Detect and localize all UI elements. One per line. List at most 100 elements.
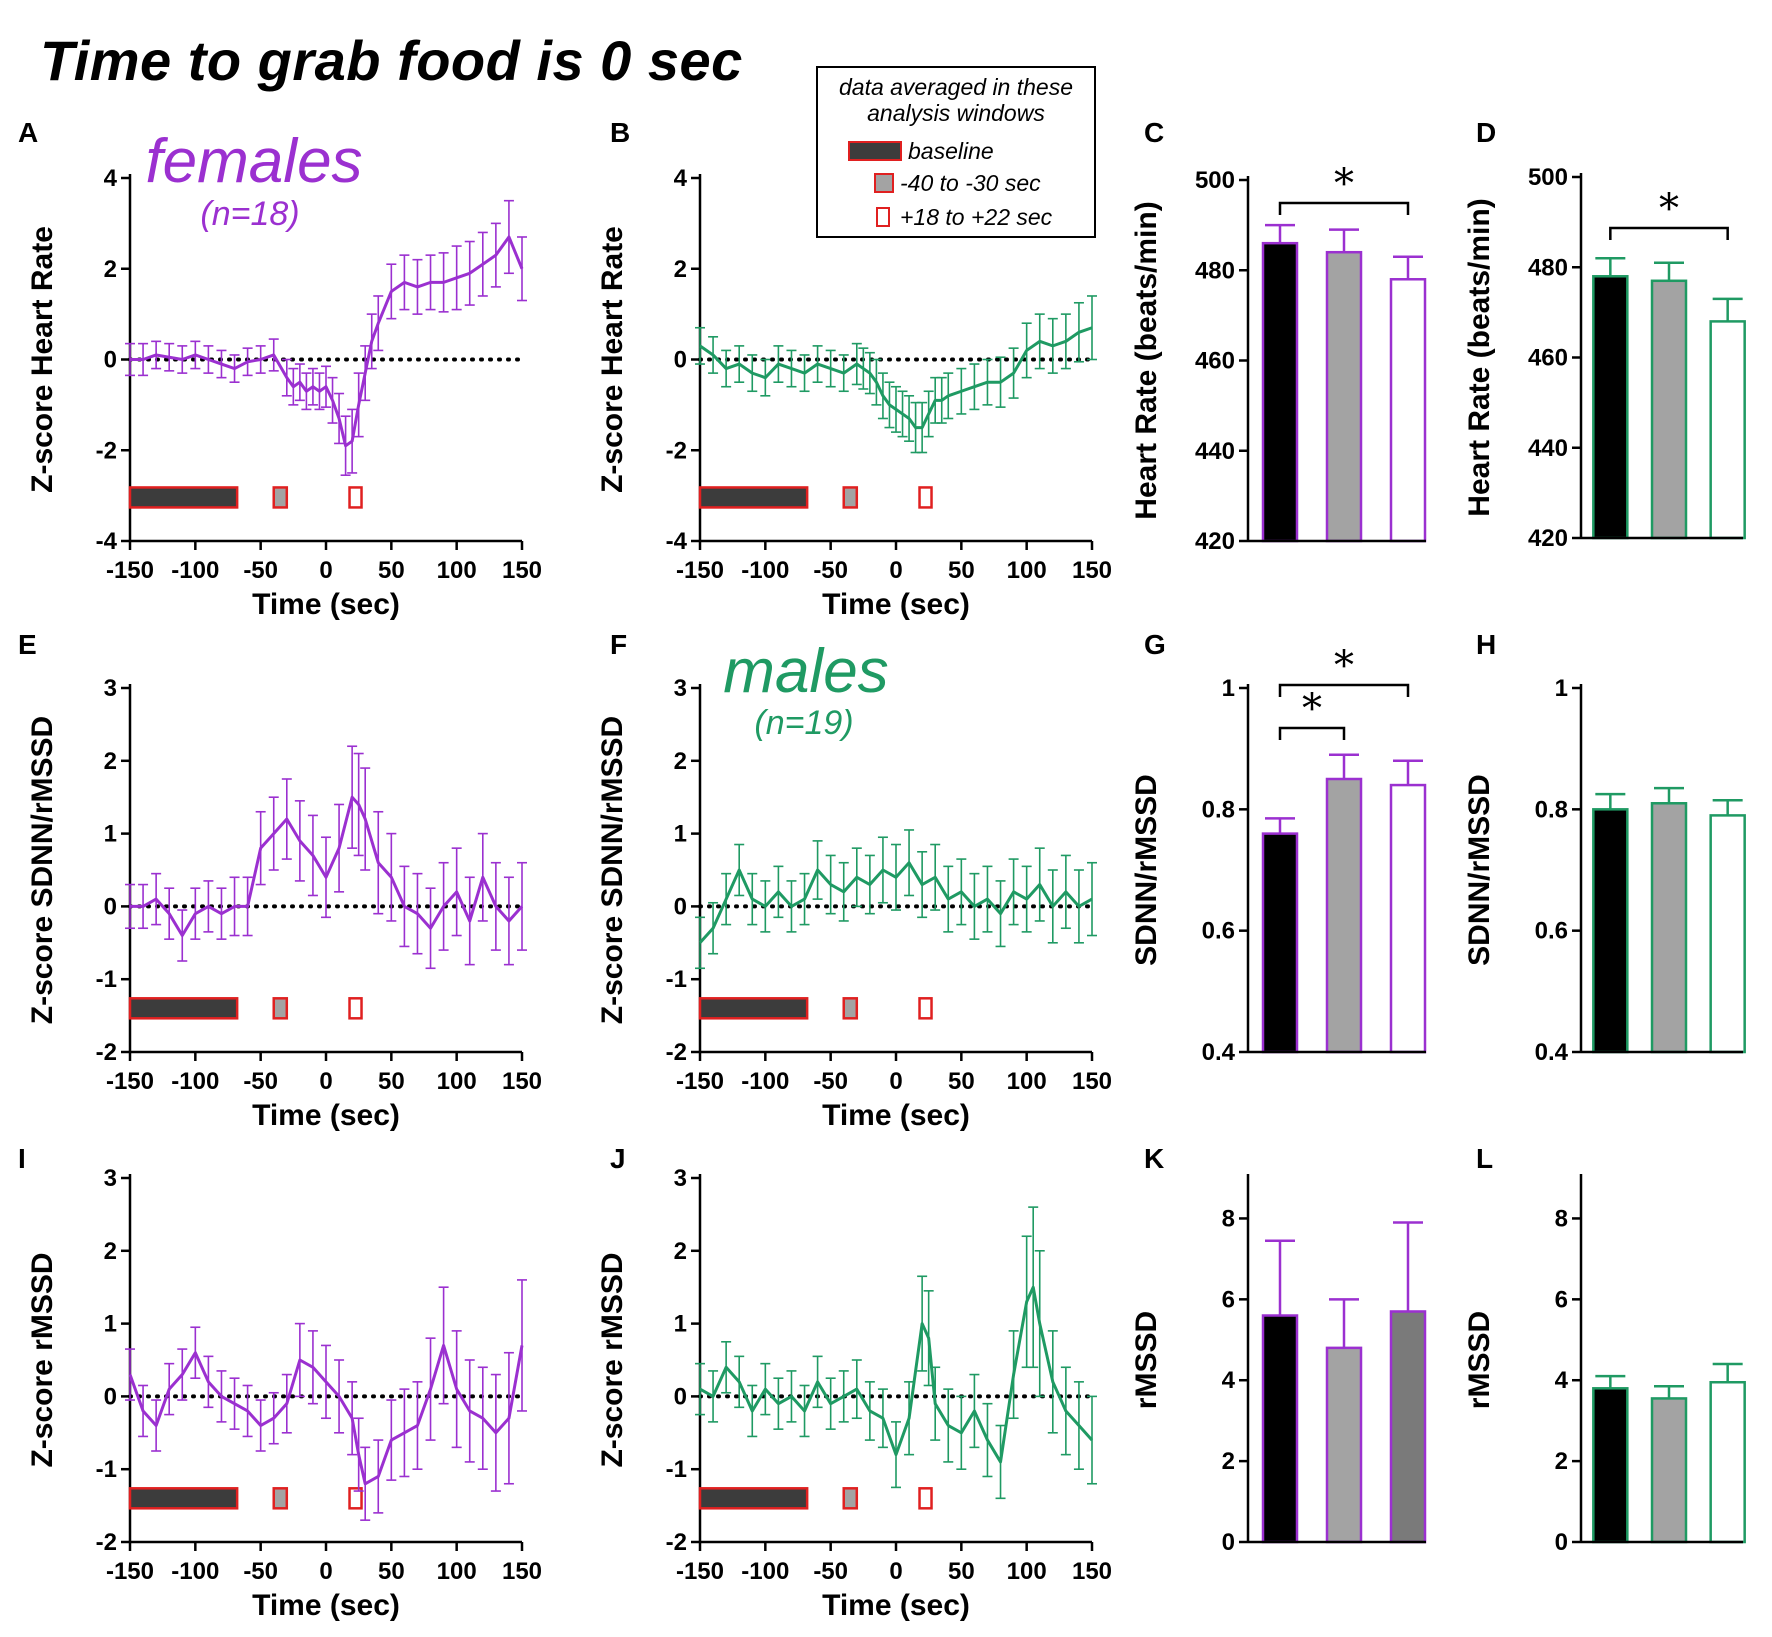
x-tick-label-i: 100 — [437, 1558, 477, 1585]
x-axis-label-b: Time (sec) — [822, 588, 970, 621]
analysis-window-baseline-b — [698, 486, 809, 509]
x-tick-label-e: 0 — [319, 1068, 332, 1095]
y-tick-label-c: 500 — [1195, 167, 1235, 194]
x-tick-label-b: -150 — [676, 557, 724, 584]
y-tick-label-c: 420 — [1195, 528, 1235, 555]
panel-label-d: D — [1476, 117, 1496, 148]
y-tick-label-b: 2 — [674, 256, 687, 283]
panel-label-c: C — [1144, 117, 1164, 148]
y-tick-label-i: -2 — [96, 1529, 117, 1556]
x-tick-label-i: -100 — [171, 1558, 219, 1585]
x-tick-label-b: 150 — [1072, 557, 1112, 584]
significance-bracket-g — [1278, 683, 1410, 697]
y-tick-label-b: 0 — [674, 347, 687, 374]
y-tick-label-a: -4 — [96, 528, 118, 555]
y-tick-label-h: 1 — [1555, 675, 1568, 702]
y-axis-label-b: Z-score Heart Rate — [596, 226, 629, 493]
x-tick-label-b: 100 — [1007, 557, 1047, 584]
x-tick-label-i: -150 — [106, 1558, 154, 1585]
x-axis-label-a: Time (sec) — [252, 588, 400, 621]
y-tick-label-b: -2 — [666, 437, 687, 464]
x-tick-label-i: 50 — [378, 1558, 405, 1585]
y-tick-label-d: 440 — [1528, 435, 1568, 462]
analysis-window-late-j — [918, 1487, 933, 1510]
series-line-j — [699, 1285, 1094, 1464]
panel-label-e: E — [18, 629, 37, 660]
y-tick-label-c: 440 — [1195, 438, 1235, 465]
y-tick-label-d: 420 — [1528, 525, 1568, 552]
analysis-window-mid-i — [272, 1487, 289, 1510]
y-tick-label-l: 4 — [1555, 1367, 1569, 1394]
x-tick-label-e: -100 — [171, 1068, 219, 1095]
y-tick-label-a: -2 — [96, 437, 117, 464]
y-tick-label-b: -4 — [666, 528, 688, 555]
series-line-e — [130, 795, 524, 938]
x-tick-label-a: -100 — [171, 557, 219, 584]
panel-label-b: B — [610, 117, 630, 148]
group-n-males: (n=19) — [754, 704, 853, 742]
y-tick-label-a: 2 — [104, 256, 117, 283]
y-tick-label-e: -1 — [96, 966, 117, 993]
x-tick-label-a: -150 — [106, 557, 154, 584]
y-tick-label-a: 4 — [104, 165, 118, 192]
x-tick-label-f: 100 — [1007, 1068, 1047, 1095]
legend-header: data averaged in these analysis windows — [818, 74, 1094, 126]
y-axis-label-d: Heart Rate (beats/min) — [1463, 198, 1496, 516]
legend-swatch-mid — [874, 173, 894, 193]
x-tick-label-f: -150 — [676, 1068, 724, 1095]
y-tick-label-k: 6 — [1222, 1286, 1235, 1313]
series-line-i — [128, 1343, 524, 1486]
bar-h-2 — [1709, 814, 1746, 1054]
bar-l-2 — [1709, 1380, 1746, 1544]
y-tick-label-g: 0.4 — [1202, 1039, 1236, 1066]
y-tick-label-b: 4 — [674, 165, 688, 192]
analysis-window-late-a — [348, 486, 363, 509]
x-tick-label-a: 50 — [378, 557, 405, 584]
legend-item-baseline: baseline — [818, 138, 1094, 164]
bar-g-1 — [1325, 777, 1363, 1054]
analysis-window-legend: data averaged in these analysis windows … — [816, 66, 1096, 238]
x-axis-label-e: Time (sec) — [252, 1099, 400, 1132]
bar-g-2 — [1389, 783, 1427, 1054]
y-tick-label-i: 0 — [104, 1383, 117, 1410]
series-line-b — [699, 326, 1093, 430]
x-tick-label-f: -50 — [813, 1068, 848, 1095]
y-tick-label-j: -1 — [666, 1456, 687, 1483]
y-tick-label-f: 1 — [674, 821, 687, 848]
y-tick-label-e: 2 — [104, 748, 117, 775]
analysis-window-baseline-a — [128, 486, 239, 509]
analysis-window-mid-j — [842, 1487, 859, 1510]
y-tick-label-h: 0.8 — [1535, 796, 1568, 823]
y-tick-label-d: 480 — [1528, 254, 1568, 281]
y-tick-label-e: 0 — [104, 893, 117, 920]
x-tick-label-f: 150 — [1072, 1068, 1112, 1095]
bar-d-0 — [1592, 275, 1629, 540]
x-tick-label-j: -50 — [813, 1558, 848, 1585]
y-tick-label-d: 460 — [1528, 345, 1568, 372]
x-tick-label-e: 150 — [502, 1068, 542, 1095]
y-axis-label-k: rMSSD — [1130, 1311, 1163, 1409]
significance-star-c: * — [1334, 161, 1354, 207]
analysis-window-mid-e — [272, 997, 289, 1020]
y-tick-label-j: 0 — [674, 1383, 687, 1410]
group-label-females: females — [145, 127, 362, 196]
x-tick-label-a: 100 — [437, 557, 477, 584]
y-tick-label-c: 480 — [1195, 257, 1235, 284]
x-tick-label-j: -150 — [676, 1558, 724, 1585]
y-axis-label-e: Z-score SDNN/rMSSD — [26, 716, 59, 1024]
y-axis-label-h: SDNN/rMSSD — [1463, 774, 1496, 966]
x-tick-label-f: -100 — [741, 1068, 789, 1095]
panel-L: L 0 2 4 6 8 rMSSD — [1463, 1143, 1746, 1556]
bar-c-1 — [1325, 250, 1363, 543]
y-tick-label-l: 6 — [1555, 1286, 1568, 1313]
y-tick-label-e: -2 — [96, 1039, 117, 1066]
bar-l-1 — [1650, 1397, 1688, 1544]
legend-header-line1: data averaged in these — [838, 74, 1073, 100]
panel-J: J -2 -1 0 1 2 3 Z-score rMSSD -150 -100 -50 0 50 100 1… — [596, 1143, 1112, 1622]
panel-I: I -2 -1 0 1 2 3 Z-score rMSSD -150 -100 -50 0 50 100 1… — [18, 1143, 542, 1622]
x-tick-label-j: 150 — [1072, 1558, 1112, 1585]
panel-label-a: A — [18, 117, 38, 148]
y-tick-label-e: 3 — [104, 675, 117, 702]
panel-E: E -2 -1 0 1 2 3 Z-score SDNN/rMSSD -150 -100 -50 0 5… — [18, 629, 542, 1132]
y-tick-label-g: 0.8 — [1202, 796, 1235, 823]
